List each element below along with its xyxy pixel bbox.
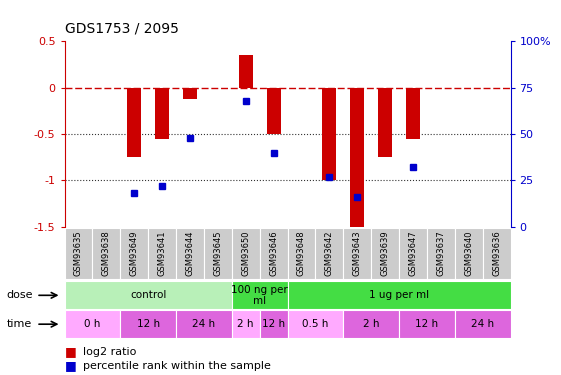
Bar xyxy=(176,228,204,279)
Text: GSM93641: GSM93641 xyxy=(158,231,167,276)
Text: GSM93648: GSM93648 xyxy=(297,231,306,276)
Text: percentile rank within the sample: percentile rank within the sample xyxy=(83,361,271,370)
Text: GDS1753 / 2095: GDS1753 / 2095 xyxy=(65,22,178,36)
Text: GSM93649: GSM93649 xyxy=(130,231,139,276)
Bar xyxy=(287,228,315,279)
Text: GSM93650: GSM93650 xyxy=(241,231,250,276)
Text: GSM93644: GSM93644 xyxy=(186,231,195,276)
Bar xyxy=(65,281,232,309)
Bar xyxy=(204,228,232,279)
Bar xyxy=(232,281,287,309)
Bar xyxy=(266,88,280,134)
Text: 12 h: 12 h xyxy=(415,319,439,329)
Text: GSM93640: GSM93640 xyxy=(464,231,473,276)
Bar xyxy=(378,88,392,157)
Bar xyxy=(371,228,399,279)
Bar xyxy=(232,310,260,338)
Bar xyxy=(323,88,336,180)
Bar xyxy=(427,228,455,279)
Text: 2 h: 2 h xyxy=(363,319,379,329)
Bar xyxy=(232,228,260,279)
Bar xyxy=(406,88,420,139)
Text: GSM93638: GSM93638 xyxy=(102,231,111,276)
Bar xyxy=(65,310,120,338)
Bar xyxy=(455,228,482,279)
Text: 100 ng per
ml: 100 ng per ml xyxy=(231,285,288,306)
Bar xyxy=(399,228,427,279)
Text: GSM93647: GSM93647 xyxy=(408,231,417,276)
Text: 12 h: 12 h xyxy=(136,319,160,329)
Text: time: time xyxy=(7,319,32,329)
Text: GSM93639: GSM93639 xyxy=(380,231,389,276)
Text: GSM93642: GSM93642 xyxy=(325,231,334,276)
Text: 0 h: 0 h xyxy=(84,319,100,329)
Bar xyxy=(482,228,511,279)
Bar xyxy=(287,281,511,309)
Text: dose: dose xyxy=(7,290,33,300)
Bar xyxy=(287,310,343,338)
Text: 0.5 h: 0.5 h xyxy=(302,319,329,329)
Bar xyxy=(343,310,399,338)
Bar xyxy=(176,310,232,338)
Bar xyxy=(93,228,120,279)
Bar xyxy=(399,310,455,338)
Bar xyxy=(127,88,141,157)
Bar xyxy=(120,310,176,338)
Text: ■: ■ xyxy=(65,345,76,358)
Bar xyxy=(148,228,176,279)
Text: 2 h: 2 h xyxy=(237,319,254,329)
Bar xyxy=(239,55,252,88)
Text: GSM93637: GSM93637 xyxy=(436,231,445,276)
Bar xyxy=(120,228,148,279)
Text: ■: ■ xyxy=(65,359,76,372)
Text: control: control xyxy=(130,290,166,300)
Text: 1 ug per ml: 1 ug per ml xyxy=(369,290,429,300)
Text: GSM93643: GSM93643 xyxy=(353,231,362,276)
Text: GSM93646: GSM93646 xyxy=(269,231,278,276)
Bar xyxy=(350,88,364,227)
Text: 12 h: 12 h xyxy=(262,319,285,329)
Text: 24 h: 24 h xyxy=(471,319,494,329)
Bar xyxy=(315,228,343,279)
Bar xyxy=(455,310,511,338)
Bar xyxy=(260,228,287,279)
Bar xyxy=(65,228,93,279)
Bar xyxy=(155,88,169,139)
Text: GSM93636: GSM93636 xyxy=(492,231,501,276)
Text: GSM93635: GSM93635 xyxy=(74,231,83,276)
Text: 24 h: 24 h xyxy=(192,319,215,329)
Text: GSM93645: GSM93645 xyxy=(213,231,222,276)
Bar xyxy=(183,88,197,99)
Bar xyxy=(343,228,371,279)
Bar xyxy=(260,310,287,338)
Text: log2 ratio: log2 ratio xyxy=(83,347,136,357)
